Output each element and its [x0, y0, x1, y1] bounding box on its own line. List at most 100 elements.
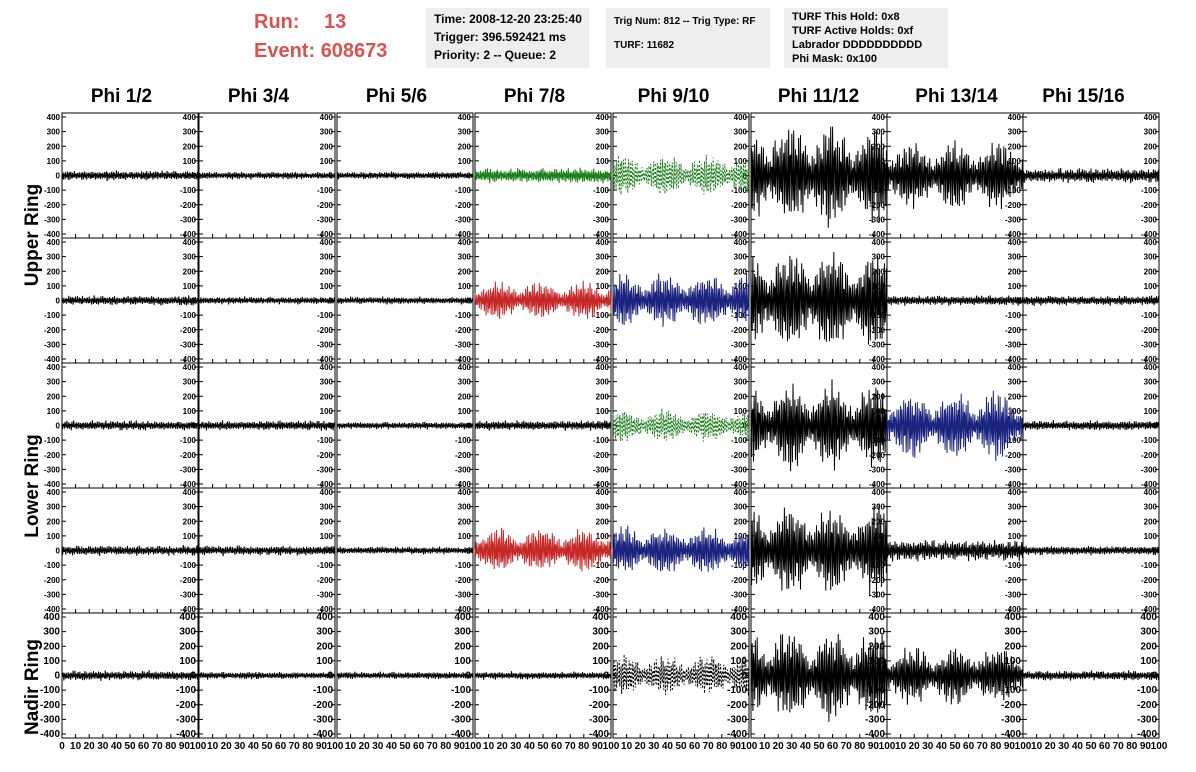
y-tick-label: -400: [731, 605, 748, 614]
y-tick-label: 100: [1008, 532, 1022, 541]
y-tick-label: -300: [455, 590, 472, 599]
x-tick-label: 0: [59, 741, 65, 752]
y-tick-label: -400: [455, 480, 472, 489]
y-tick-label: -300: [593, 590, 610, 599]
x-tick-label: 30: [648, 741, 660, 752]
y-tick-label: 300: [1140, 627, 1157, 638]
y-tick-label: -300: [1005, 590, 1022, 599]
x-tick-label: 100: [465, 741, 482, 752]
y-tick-label: 200: [179, 641, 196, 652]
y-tick-label: 300: [47, 253, 61, 262]
y-tick-label: -100: [317, 311, 334, 320]
y-tick-label: -100: [1141, 436, 1158, 445]
y-tick-label: 400: [1008, 363, 1022, 372]
y-tick-label: -200: [180, 451, 197, 460]
x-tick-label: 70: [977, 741, 989, 752]
y-tick-label: 100: [1008, 157, 1022, 166]
turf-line: TURF: 11682: [614, 40, 675, 51]
waveform-trace: [198, 671, 336, 680]
y-tick-label: 300: [1008, 253, 1022, 262]
y-tick-label: 100: [1144, 157, 1158, 166]
x-tick-label: 10: [621, 741, 633, 752]
waveform-trace: [198, 420, 336, 431]
y-tick-label: 0: [56, 547, 61, 556]
y-tick-label: 300: [596, 253, 610, 262]
y-tick-label: -400: [180, 480, 197, 489]
y-tick-label: 200: [1144, 392, 1158, 401]
x-tick-label: 100: [190, 741, 207, 752]
y-tick-label: -400: [180, 355, 197, 364]
y-tick-label: -400: [455, 230, 472, 239]
y-tick-label: 300: [734, 128, 748, 137]
y-tick-label: 400: [458, 488, 472, 497]
waveform-trace: [612, 154, 750, 195]
x-tick-label: 20: [909, 741, 921, 752]
y-tick-label: -400: [589, 729, 609, 740]
y-tick-label: -100: [593, 186, 610, 195]
y-tick-label: 200: [183, 142, 197, 151]
y-tick-label: 300: [320, 128, 334, 137]
x-tick-label: 80: [990, 741, 1002, 752]
y-tick-label: -400: [1005, 230, 1022, 239]
y-tick-label: -300: [455, 215, 472, 224]
x-tick-label: 30: [372, 741, 384, 752]
y-tick-label: -100: [1005, 436, 1022, 445]
y-tick-label: -200: [731, 201, 748, 210]
y-tick-label: 300: [458, 503, 472, 512]
y-tick-label: 100: [596, 157, 610, 166]
y-tick-label: 100: [320, 157, 334, 166]
y-tick-label: 400: [596, 113, 610, 122]
y-tick-label: -300: [451, 714, 471, 725]
x-tick-label: 60: [963, 741, 975, 752]
waveform-trace: [474, 420, 612, 431]
y-tick-label: 300: [734, 378, 748, 387]
y-tick-label: -300: [731, 340, 748, 349]
y-tick-label: 400: [320, 113, 334, 122]
waveform-trace: [1022, 167, 1160, 184]
y-tick-label: 100: [320, 407, 334, 416]
x-tick-label: 70: [427, 741, 439, 752]
y-tick-label: -300: [317, 590, 334, 599]
y-tick-label: 200: [47, 267, 61, 276]
y-tick-label: 100: [458, 407, 472, 416]
waveform-trace: [61, 170, 199, 182]
x-tick-label: 20: [497, 741, 509, 752]
y-tick-label: -200: [869, 451, 886, 460]
y-tick-label: 200: [320, 142, 334, 151]
y-tick-label: -200: [44, 201, 61, 210]
x-tick-label: 100: [1151, 741, 1168, 752]
y-tick-label: 400: [1144, 113, 1158, 122]
y-tick-label: -300: [44, 465, 61, 474]
y-tick-label: -400: [593, 355, 610, 364]
y-tick-label: 400: [458, 113, 472, 122]
x-tick-label: 10: [483, 741, 495, 752]
y-tick-label: 100: [320, 532, 334, 541]
y-tick-label: -400: [317, 355, 334, 364]
x-tick-label: 80: [440, 741, 452, 752]
y-tick-label: 200: [47, 392, 61, 401]
y-tick-label: -300: [1001, 714, 1021, 725]
waveform-trace: [336, 546, 474, 555]
y-tick-label: -300: [1141, 215, 1158, 224]
waveform-trace: [886, 539, 1024, 562]
y-tick-label: -400: [455, 605, 472, 614]
y-tick-label: 100: [320, 282, 334, 291]
y-tick-label: -100: [451, 685, 471, 696]
waveform-trace: [336, 296, 474, 305]
x-tick-label: 20: [773, 741, 785, 752]
x-tick-label: 20: [221, 741, 233, 752]
y-tick-label: 400: [730, 612, 747, 623]
waveform-trace: [198, 545, 336, 557]
y-tick-label: 400: [47, 363, 61, 372]
y-tick-label: 400: [734, 238, 748, 247]
y-tick-label: 200: [872, 392, 886, 401]
y-tick-label: 100: [183, 407, 197, 416]
y-tick-label: 400: [458, 363, 472, 372]
x-tick-label: 50: [537, 741, 549, 752]
